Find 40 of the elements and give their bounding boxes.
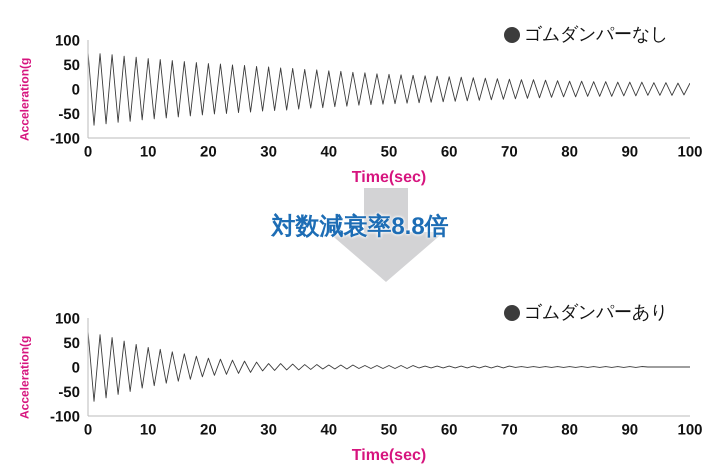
- x-tick-label: 50: [380, 144, 398, 161]
- y-tick-label: -50: [58, 384, 80, 401]
- y-axis-title: Acceleration(g: [17, 58, 32, 141]
- x-tick-label: 10: [140, 144, 157, 161]
- legend-label: ゴムダンパーなし: [524, 24, 668, 44]
- legend-label: ゴムダンパーあり: [524, 302, 668, 322]
- y-tick-label: 50: [63, 56, 80, 74]
- x-tick-label: 100: [677, 422, 703, 439]
- x-axis-title: Time(sec): [352, 447, 426, 464]
- x-tick-label: 60: [440, 144, 458, 161]
- x-tick-label: 70: [501, 144, 518, 161]
- y-tick-label: 0: [72, 81, 80, 98]
- y-tick-label: -100: [50, 130, 80, 148]
- x-tick-label: 0: [84, 422, 92, 439]
- x-tick-label: 60: [440, 422, 458, 439]
- y-tick-label: -50: [58, 106, 80, 123]
- x-tick-label: 20: [200, 422, 217, 439]
- x-tick-label: 40: [320, 422, 338, 439]
- y-tick-label: -100: [50, 408, 80, 426]
- line-series: [88, 52, 690, 126]
- x-axis-title: Time(sec): [352, 169, 426, 186]
- x-tick-label: 0: [84, 144, 92, 161]
- x-tick-label: 90: [621, 144, 638, 161]
- x-tick-label: 100: [677, 144, 703, 161]
- x-tick-label: 20: [200, 144, 217, 161]
- x-tick-label: 70: [501, 422, 518, 439]
- y-axis-title: Acceleration(g: [17, 336, 32, 419]
- x-tick-label: 50: [380, 422, 398, 439]
- y-tick-label: 100: [54, 32, 80, 50]
- x-tick-label: 30: [260, 144, 277, 161]
- x-tick-label: 40: [320, 144, 338, 161]
- text: 対数減衰率8.8倍: [270, 212, 450, 242]
- x-tick-label: 30: [260, 422, 277, 439]
- x-tick-label: 10: [140, 422, 157, 439]
- y-tick-label: 50: [63, 334, 80, 352]
- y-tick-label: 0: [72, 359, 80, 376]
- x-tick-label: 90: [621, 422, 638, 439]
- x-tick-label: 80: [561, 422, 578, 439]
- x-tick-label: 80: [561, 144, 578, 161]
- y-tick-label: 100: [54, 310, 80, 328]
